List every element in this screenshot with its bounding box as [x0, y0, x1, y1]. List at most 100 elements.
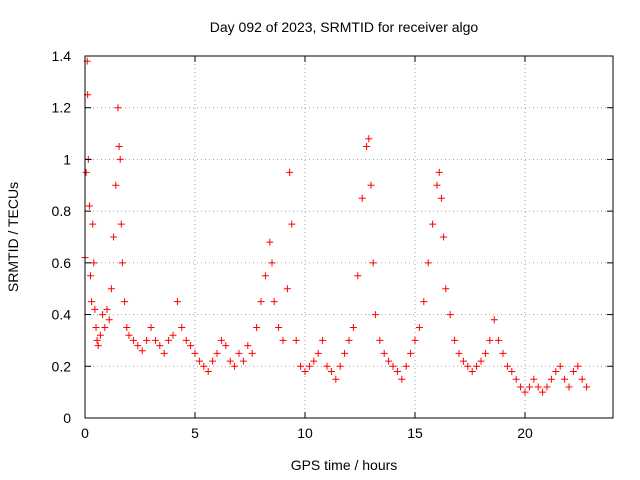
data-point-marker	[117, 220, 125, 228]
data-point-marker	[178, 324, 186, 331]
data-point-marker	[268, 259, 276, 267]
x-tick-label: 0	[81, 425, 89, 441]
data-point-marker	[565, 383, 573, 391]
data-point-marker	[574, 362, 582, 370]
data-point-marker	[327, 367, 335, 375]
data-point-marker	[411, 336, 419, 344]
data-point-marker	[543, 383, 551, 391]
data-point-marker	[495, 336, 503, 344]
y-tick-label: 0.8	[52, 203, 72, 219]
data-point-marker	[173, 298, 181, 306]
data-point-marker	[429, 220, 437, 228]
data-point-marker	[283, 285, 291, 293]
data-point-marker	[539, 388, 547, 396]
data-point-marker	[530, 375, 538, 383]
data-point-marker	[92, 324, 100, 331]
x-tick-label: 20	[517, 425, 533, 441]
data-point-marker	[261, 272, 269, 280]
y-tick-label: 0.2	[52, 358, 72, 374]
data-point-marker	[112, 181, 120, 189]
data-point-marker	[323, 362, 331, 370]
data-point-marker	[354, 272, 362, 280]
data-point-marker	[319, 336, 327, 344]
data-point-marker	[235, 349, 243, 357]
data-point-marker	[270, 298, 278, 306]
data-point-marker	[217, 336, 225, 344]
data-point-marker	[490, 316, 498, 324]
data-point-marker	[310, 357, 318, 365]
data-point-marker	[88, 298, 96, 306]
data-point-marker	[99, 311, 107, 319]
data-point-marker	[213, 349, 221, 357]
data-point-marker	[358, 194, 366, 202]
data-point-marker	[517, 383, 525, 391]
data-point-marker	[82, 168, 90, 176]
data-point-marker	[115, 143, 123, 150]
data-point-marker	[195, 357, 203, 365]
data-point-marker	[191, 349, 199, 357]
data-point-marker	[569, 367, 577, 375]
data-point-marker	[239, 357, 247, 365]
data-point-marker	[402, 362, 410, 370]
data-point-marker	[393, 367, 401, 375]
data-point-marker	[336, 362, 344, 370]
data-point-marker	[332, 375, 340, 383]
data-points	[81, 57, 591, 396]
data-point-marker	[275, 324, 283, 331]
data-point-marker	[521, 388, 529, 396]
x-tick-label: 15	[407, 425, 423, 441]
data-point-marker	[508, 367, 516, 375]
data-point-marker	[123, 324, 131, 331]
y-tick-label: 1.2	[52, 100, 72, 116]
data-point-marker	[222, 342, 230, 350]
data-point-marker	[89, 220, 97, 228]
y-tick-label: 1.4	[52, 48, 72, 64]
y-axis-ticks: 0 0.2 0.4 0.6 0.8 1 1.2 1.4	[52, 48, 613, 426]
data-point-marker	[301, 367, 309, 375]
data-point-marker	[578, 375, 586, 383]
data-point-marker	[105, 316, 113, 324]
data-point-marker	[583, 383, 591, 391]
data-point-marker	[525, 383, 533, 391]
data-point-marker	[244, 342, 252, 350]
data-point-marker	[182, 336, 190, 344]
data-point-marker	[433, 181, 441, 189]
data-point-marker	[341, 349, 349, 357]
data-point-marker	[464, 362, 472, 370]
data-point-marker	[420, 298, 428, 306]
x-axis-ticks: 0 5 10 15 20	[81, 56, 533, 441]
data-point-marker	[116, 155, 124, 163]
data-point-marker	[424, 259, 432, 267]
data-point-marker	[248, 349, 256, 357]
data-point-marker	[187, 342, 195, 350]
data-point-marker	[103, 305, 111, 313]
data-point-marker	[345, 336, 353, 344]
data-point-marker	[305, 362, 313, 370]
data-point-marker	[266, 238, 274, 246]
data-point-marker	[151, 336, 159, 344]
data-point-marker	[451, 336, 459, 344]
x-tick-label: 10	[297, 425, 313, 441]
data-point-marker	[561, 375, 569, 383]
data-point-marker	[147, 324, 155, 331]
data-point-marker	[486, 336, 494, 344]
data-point-marker	[101, 324, 109, 331]
data-point-marker	[468, 367, 476, 375]
data-point-marker	[138, 347, 146, 355]
data-point-marker	[107, 285, 115, 293]
data-point-marker	[286, 168, 294, 176]
data-point-marker	[481, 349, 489, 357]
data-point-marker	[143, 336, 151, 344]
data-point-marker	[114, 104, 122, 112]
data-point-marker	[459, 357, 467, 365]
data-point-marker	[288, 220, 296, 228]
data-point-marker	[547, 375, 555, 383]
data-point-marker	[134, 342, 142, 350]
data-point-marker	[440, 233, 448, 241]
data-point-marker	[165, 336, 173, 344]
data-point-marker	[389, 362, 397, 370]
data-point-marker	[96, 331, 104, 339]
data-point-marker	[110, 233, 118, 241]
data-point-marker	[297, 362, 305, 370]
